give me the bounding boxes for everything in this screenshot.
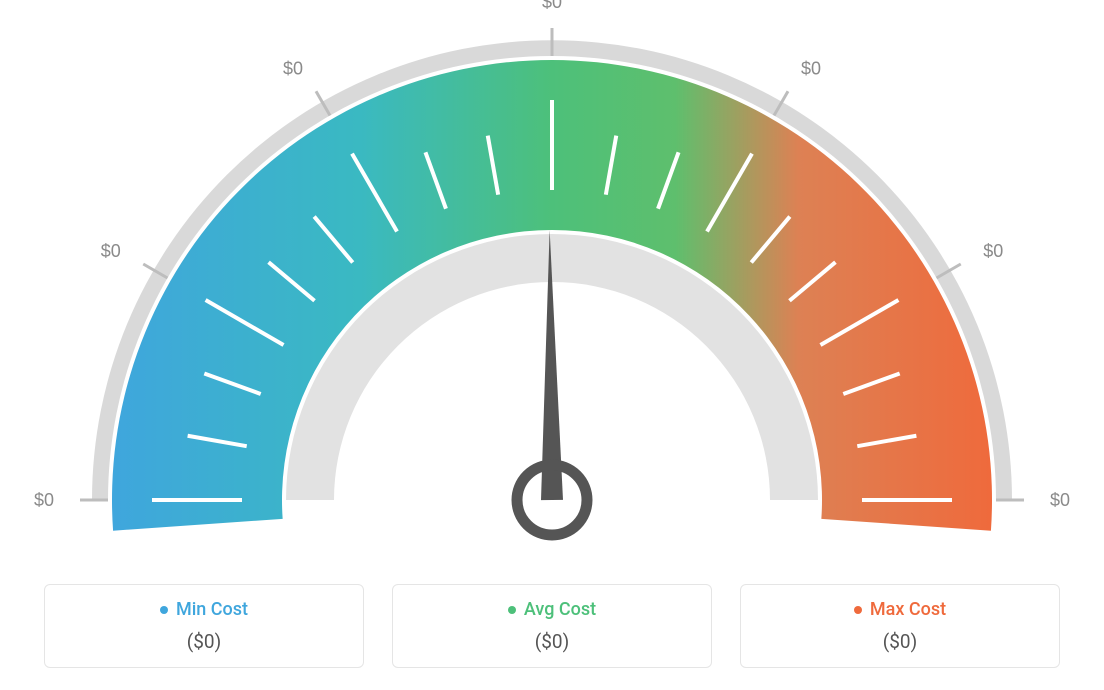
legend-label-wrap: Max Cost <box>854 599 946 620</box>
legend-row: Min Cost ($0) Avg Cost ($0) Max Cost ($0… <box>0 584 1104 669</box>
svg-text:$0: $0 <box>542 0 562 12</box>
legend-dot-max <box>854 606 862 614</box>
legend-label-avg: Avg Cost <box>524 599 596 620</box>
svg-text:$0: $0 <box>34 490 54 510</box>
gauge-svg: $0 $0 $0 $0 $0 $0 $0 <box>0 0 1104 560</box>
svg-text:$0: $0 <box>801 59 821 79</box>
svg-text:$0: $0 <box>1050 490 1070 510</box>
legend-label-wrap: Min Cost <box>160 599 248 620</box>
svg-text:$0: $0 <box>101 241 121 261</box>
gauge-chart: $0 $0 $0 $0 $0 $0 $0 <box>0 0 1104 560</box>
legend-value-max: ($0) <box>751 630 1049 653</box>
legend-label-min: Min Cost <box>176 599 248 620</box>
legend-card-max: Max Cost ($0) <box>740 584 1060 669</box>
legend-value-min: ($0) <box>55 630 353 653</box>
svg-text:$0: $0 <box>283 59 303 79</box>
svg-text:$0: $0 <box>983 241 1003 261</box>
legend-label-wrap: Avg Cost <box>508 599 596 620</box>
legend-label-max: Max Cost <box>870 599 946 620</box>
legend-card-avg: Avg Cost ($0) <box>392 584 712 669</box>
legend-dot-avg <box>508 606 516 614</box>
legend-dot-min <box>160 606 168 614</box>
legend-card-min: Min Cost ($0) <box>44 584 364 669</box>
legend-value-avg: ($0) <box>403 630 701 653</box>
